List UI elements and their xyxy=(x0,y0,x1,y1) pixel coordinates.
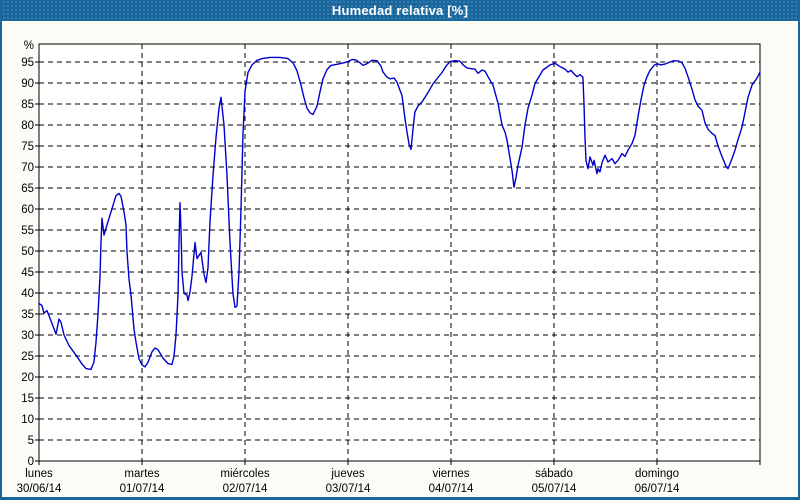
x-date-label: 02/07/14 xyxy=(223,483,268,495)
y-tick-label: 5 xyxy=(28,435,34,447)
window-title: Humedad relativa [%] xyxy=(331,3,469,18)
x-date-label: 06/07/14 xyxy=(635,483,680,495)
y-tick-label: 85 xyxy=(21,99,34,111)
y-tick-label: 25 xyxy=(21,351,34,363)
y-tick-label: 90 xyxy=(21,78,34,90)
y-tick-label: 75 xyxy=(21,141,34,153)
chart-area: 0 5 10 15 20 25 30 35 40 45 50 55 60 65 70 75 80 85 90 95% l… xyxy=(2,21,798,497)
x-date-label: 30/06/14 xyxy=(17,483,62,495)
humidity-line xyxy=(38,56,761,371)
humidity-chart: 0 5 10 15 20 25 30 35 40 45 50 55 60 65 70 75 80 85 90 95% l… xyxy=(17,40,761,495)
x-day-label: viernes xyxy=(432,468,469,480)
y-tick-label: 60 xyxy=(21,204,34,216)
y-tick-label: 20 xyxy=(21,372,34,384)
x-day-label: martes xyxy=(124,468,159,480)
y-tick-label: 15 xyxy=(21,393,34,405)
y-tick-label: 40 xyxy=(21,288,34,300)
window-title-bar: Humedad relativa [%] xyxy=(2,0,798,21)
x-date-label: 01/07/14 xyxy=(120,483,165,495)
x-day-label: miércoles xyxy=(220,468,269,480)
x-day-label: jueves xyxy=(330,468,364,480)
x-day-label: lunes xyxy=(25,468,53,480)
y-tick-label: 55 xyxy=(21,225,34,237)
y-tick-label: 0 xyxy=(28,456,34,468)
y-tick-label: 70 xyxy=(21,162,34,174)
y-tick-label: 80 xyxy=(21,120,34,132)
x-date-label: 03/07/14 xyxy=(326,483,371,495)
y-tick-label: 30 xyxy=(21,330,34,342)
y-axis-unit-label: % xyxy=(24,40,34,52)
y-tick-label: 35 xyxy=(21,309,34,321)
x-day-label: domingo xyxy=(635,468,679,480)
y-tick-label: 50 xyxy=(21,246,34,258)
x-day-label: sábado xyxy=(535,468,573,480)
plot-frame xyxy=(38,43,761,462)
y-tick-label: 45 xyxy=(21,267,34,279)
x-date-label: 04/07/14 xyxy=(429,483,474,495)
x-date-label: 05/07/14 xyxy=(532,483,577,495)
y-tick-label: 10 xyxy=(21,414,34,426)
y-tick-label: 65 xyxy=(21,183,34,195)
y-tick-label: 95 xyxy=(21,57,34,69)
